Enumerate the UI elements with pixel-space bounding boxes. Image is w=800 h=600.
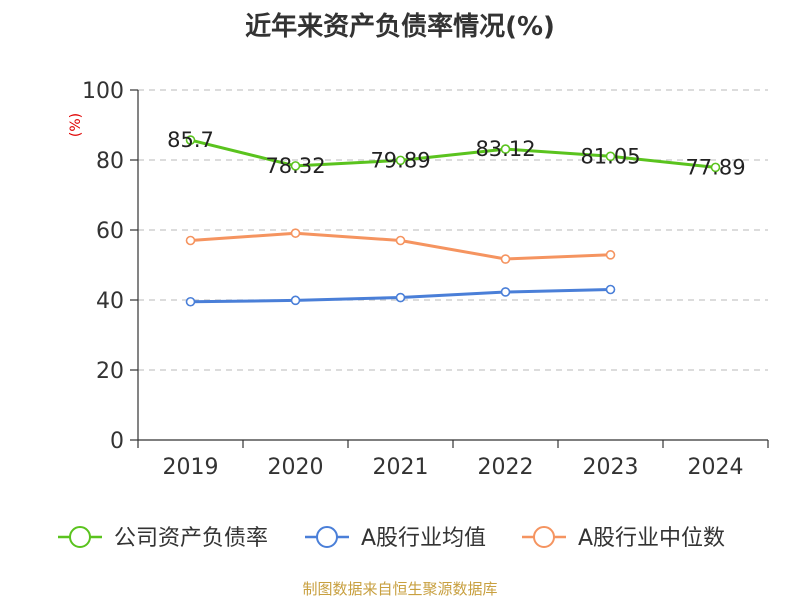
data-point	[500, 287, 511, 297]
data-labels: 85.7 78.32 79.89 83.12 81.05 77.89	[167, 128, 745, 179]
data-point	[710, 162, 721, 173]
y-tick-label: 0	[110, 429, 124, 454]
data-label: 83.12	[475, 137, 535, 161]
y-tick-label: 80	[96, 149, 124, 174]
data-point	[290, 161, 301, 171]
legend-item-2: A股行业中位数	[522, 526, 725, 551]
series-line-0	[190, 138, 716, 169]
x-tick-label: 2020	[268, 455, 324, 480]
data-point	[290, 228, 301, 238]
data-label: 77.89	[685, 155, 745, 179]
x-tick-label: 2023	[583, 455, 639, 480]
data-point	[605, 151, 616, 162]
y-tick-label: 20	[96, 359, 124, 384]
y-tick-label: 60	[96, 219, 124, 244]
data-label: 81.05	[580, 144, 640, 168]
data-point	[395, 292, 406, 303]
series-lines	[185, 135, 721, 307]
grid-lines	[138, 89, 768, 371]
data-label: 85.7	[167, 128, 214, 152]
data-point	[605, 284, 616, 295]
legend-label: A股行业中位数	[578, 526, 725, 551]
data-point	[500, 254, 511, 264]
data-point	[290, 295, 301, 306]
axes: 0 20 40 60 80 100 2019 2020 2021 2022 2023 2024	[82, 79, 769, 480]
legend-item-0: 公司资产负债率	[58, 526, 268, 551]
legend-swatch-marker	[316, 526, 338, 548]
legend-swatch-marker	[533, 526, 555, 548]
y-axis-unit-label: (%)	[68, 113, 84, 137]
data-point	[395, 235, 406, 246]
source-note: 制图数据来自恒生聚源数据库	[302, 580, 498, 598]
data-label: 79.89	[370, 148, 430, 172]
y-tick-label: 100	[82, 79, 124, 104]
data-point	[605, 250, 616, 260]
x-tick-label: 2022	[478, 455, 534, 480]
chart-title: 近年来资产负债率情况(%)	[245, 12, 555, 42]
data-point	[185, 296, 196, 307]
x-tick-label: 2021	[373, 455, 429, 480]
legend-swatch-marker	[69, 526, 91, 548]
data-point	[185, 135, 196, 145]
x-tick-label: 2024	[688, 455, 744, 480]
legend-label: A股行业均值	[361, 526, 486, 551]
legend: 公司资产负债率 A股行业均值 A股行业中位数	[58, 526, 725, 551]
legend-label: 公司资产负债率	[114, 526, 268, 551]
data-point	[395, 155, 406, 166]
data-point	[500, 144, 511, 154]
data-label: 78.32	[265, 154, 325, 178]
legend-item-1: A股行业均值	[305, 526, 486, 551]
data-point	[185, 235, 196, 246]
y-tick-label: 40	[96, 289, 124, 314]
x-tick-label: 2019	[163, 455, 219, 480]
